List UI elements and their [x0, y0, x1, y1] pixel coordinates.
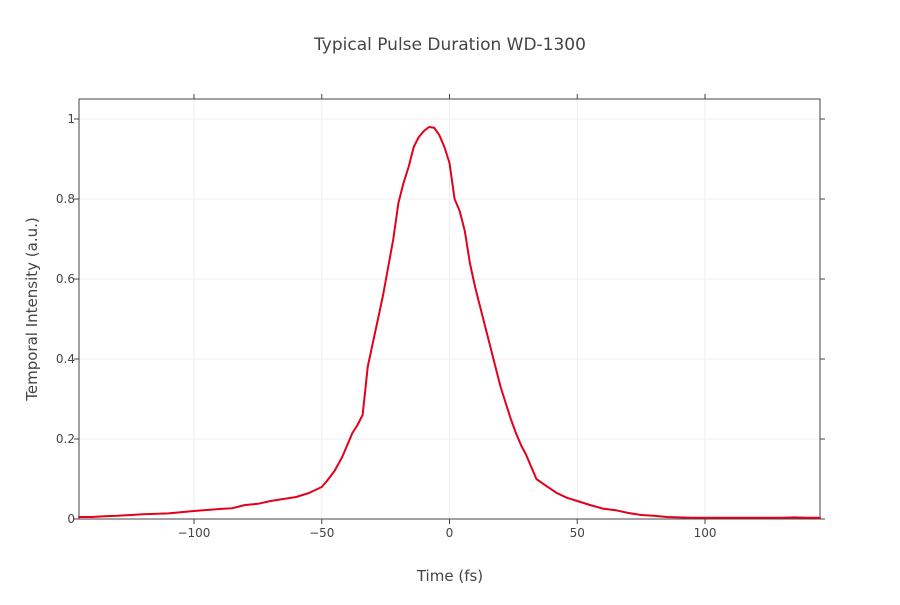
x-tick-label: −50 — [309, 526, 334, 540]
y-tick-label: 0 — [67, 512, 75, 526]
y-tick-label: 0.6 — [56, 272, 75, 286]
chart-title: Typical Pulse Duration WD-1300 — [313, 35, 586, 55]
y-axis-title: Temporal Intensity (a.u.) — [23, 217, 41, 401]
series-line[interactable] — [78, 126, 821, 519]
y-tick-label: 0.8 — [56, 192, 75, 206]
x-axis-title: Time (fs) — [416, 567, 483, 585]
x-tick-label: 50 — [570, 526, 585, 540]
x-tick-label: −100 — [177, 526, 210, 540]
y-tick-label: 1 — [67, 112, 75, 126]
x-tick-label: 100 — [694, 526, 717, 540]
y-tick-label: 0.2 — [56, 432, 75, 446]
x-tick-label: 0 — [446, 526, 454, 540]
y-tick-label: 0.4 — [56, 352, 75, 366]
series-layer[interactable] — [78, 126, 821, 519]
axis-ticks: −100 −50 0 50 100 0 0.2 0.4 0.6 0.8 1 — [56, 94, 825, 540]
